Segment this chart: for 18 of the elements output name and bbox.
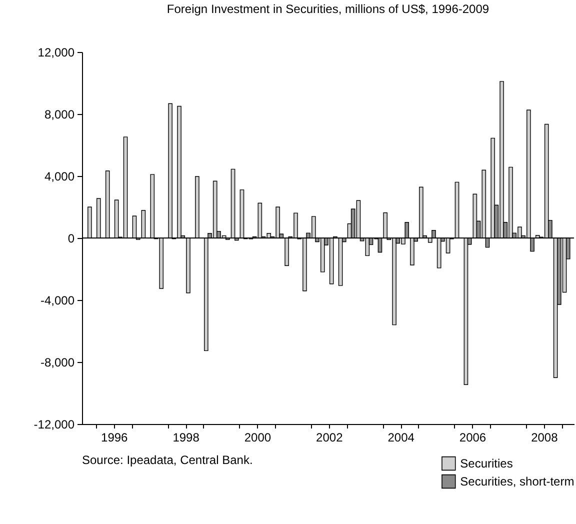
legend-label: Securities: [460, 456, 513, 470]
y-tick-label: -8,000: [40, 356, 75, 370]
source-note: Source: Ipeadata, Central Bank.: [82, 453, 253, 467]
chart-title: Foreign Investment in Securities, millions of US$, 1996-2009: [166, 2, 490, 16]
x-tick-label: 2000: [244, 430, 272, 444]
y-tick-label: 8,000: [44, 108, 75, 122]
x-tick-label: 2004: [388, 430, 415, 444]
x-tick-label: 2002: [316, 430, 344, 444]
x-tick-label: 2006: [459, 430, 486, 444]
x-tick-label: 1996: [101, 430, 128, 444]
y-tick-label: 12,000: [38, 46, 75, 60]
y-tick-label: 4,000: [44, 170, 75, 184]
legend-label: Securities, short-term: [460, 474, 574, 488]
y-tick-label: -4,000: [40, 294, 75, 308]
y-tick-label: 0: [68, 232, 75, 246]
x-tick-label: 2008: [531, 430, 558, 444]
x-tick-label: 1998: [172, 430, 200, 444]
y-tick-label: -12,000: [34, 418, 75, 432]
